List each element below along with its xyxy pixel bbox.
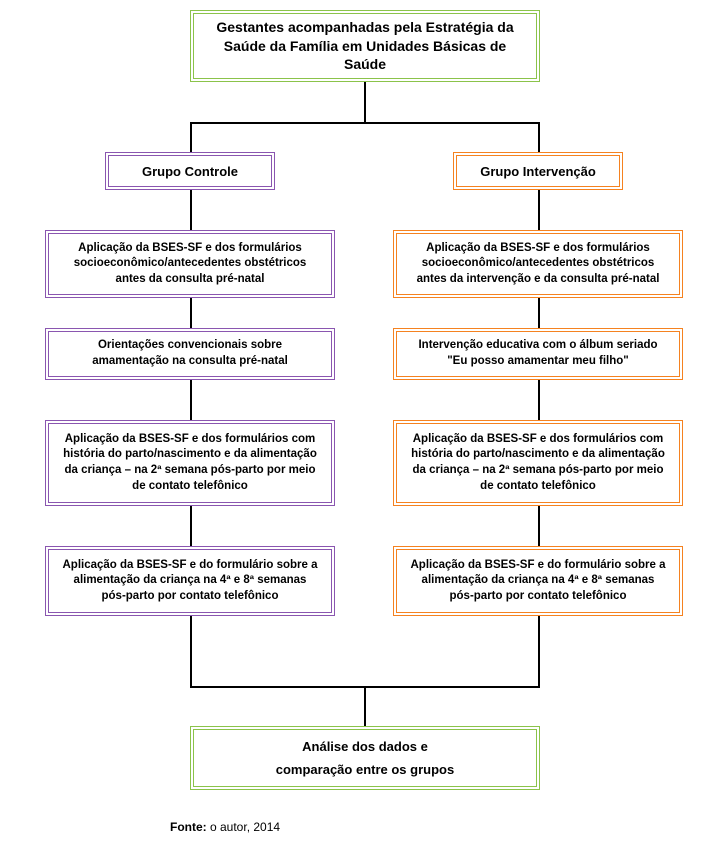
control-step-4: Aplicação da BSES-SF e do formulário sob… <box>45 546 335 616</box>
control-step-2: Orientações convencionais sobre amamenta… <box>45 328 335 380</box>
connector <box>538 380 540 420</box>
connector <box>538 122 540 152</box>
connector <box>364 686 366 726</box>
intervention-step-4: Aplicação da BSES-SF e do formulário sob… <box>393 546 683 616</box>
connector <box>190 298 192 328</box>
caption-text: o autor, 2014 <box>207 820 280 834</box>
control-step-3: Aplicação da BSES-SF e dos formulários c… <box>45 420 335 506</box>
title-node: Gestantes acompanhadas pela Estratégia d… <box>190 10 540 82</box>
connector <box>190 190 192 230</box>
analysis-line2: comparação entre os grupos <box>276 758 454 781</box>
caption: Fonte: o autor, 2014 <box>170 820 280 834</box>
intervention-step-1: Aplicação da BSES-SF e dos formulários s… <box>393 230 683 298</box>
connector <box>190 122 192 152</box>
group-intervention-label: Grupo Intervenção <box>453 152 623 190</box>
group-control-label: Grupo Controle <box>105 152 275 190</box>
connector <box>190 122 540 124</box>
connector <box>190 506 192 546</box>
connector <box>538 616 540 686</box>
connector <box>538 190 540 230</box>
connector <box>538 506 540 546</box>
analysis-line1: Análise dos dados e <box>302 735 428 758</box>
connector <box>538 298 540 328</box>
analysis-node: Análise dos dados e comparação entre os … <box>190 726 540 790</box>
control-step-1: Aplicação da BSES-SF e dos formulários s… <box>45 230 335 298</box>
intervention-step-2: Intervenção educativa com o álbum seriad… <box>393 328 683 380</box>
connector <box>190 616 192 686</box>
caption-prefix: Fonte: <box>170 820 207 834</box>
intervention-step-3: Aplicação da BSES-SF e dos formulários c… <box>393 420 683 506</box>
connector <box>190 380 192 420</box>
connector <box>364 82 366 122</box>
